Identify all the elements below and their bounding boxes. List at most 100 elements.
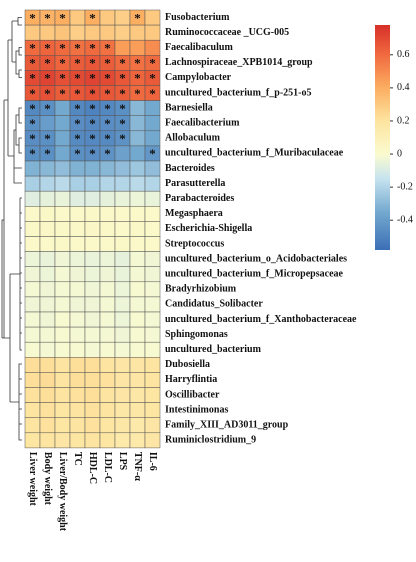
heatmap-cell	[84, 357, 101, 373]
significance-star: *	[29, 10, 36, 25]
significance-star: *	[119, 86, 126, 101]
heatmap-cell	[84, 341, 101, 358]
heatmap-cell	[54, 357, 71, 373]
heatmap-cell	[84, 221, 101, 237]
heatmap-cell	[99, 341, 116, 358]
row-label: Campylobacter	[165, 72, 232, 83]
heatmap-cell	[144, 296, 161, 313]
heatmap-cell	[39, 296, 56, 313]
heatmap-cell	[39, 372, 56, 388]
column-label: LPS	[117, 452, 128, 471]
heatmap-cell	[84, 160, 101, 177]
significance-star: *	[29, 56, 36, 71]
heatmap-cell	[24, 296, 41, 313]
heatmap-cell	[114, 236, 131, 252]
significance-star: *	[104, 71, 111, 86]
heatmap-cell	[69, 190, 86, 207]
heatmap-cell	[84, 175, 101, 192]
heatmap-cell	[99, 417, 116, 434]
row-label: Bacteroides	[165, 163, 215, 174]
heatmap-cell	[129, 206, 146, 222]
heatmap-cell	[84, 266, 101, 283]
heatmap-cell	[39, 175, 56, 192]
heatmap-cell	[69, 160, 86, 177]
colorbar-tick-label: -0.4	[397, 215, 413, 226]
significance-star: *	[74, 86, 81, 101]
heatmap-cell	[24, 311, 41, 328]
heatmap-cell	[114, 296, 131, 313]
heatmap-cell	[129, 357, 146, 373]
row-label: uncultured_bacterium	[165, 344, 262, 355]
heatmap-cell	[129, 372, 146, 388]
heatmap-cell	[99, 266, 116, 283]
significance-star: *	[119, 71, 126, 86]
heatmap-cell	[54, 24, 71, 41]
heatmap-cell	[54, 296, 71, 313]
heatmap-cell	[99, 24, 116, 41]
significance-star: *	[89, 86, 96, 101]
significance-star: *	[104, 41, 111, 56]
row-label: Harryflintia	[165, 374, 217, 385]
heatmap-cell	[84, 251, 101, 267]
heatmap-cell	[39, 266, 56, 283]
heatmap-cell	[129, 236, 146, 252]
heatmap-cell	[129, 115, 146, 132]
heatmap-cell	[39, 341, 56, 358]
heatmap-cell	[144, 206, 161, 222]
row-label: Lachnospiraceae_XPB1014_group	[165, 57, 313, 68]
row-label: Intestinimonas	[165, 404, 228, 415]
significance-star: *	[44, 41, 51, 56]
heatmap-cell	[54, 251, 71, 267]
significance-star: *	[74, 101, 81, 116]
heatmap-cell	[144, 9, 161, 26]
heatmap-cell	[54, 372, 71, 388]
heatmap-cell	[69, 9, 86, 26]
heatmap-cell	[129, 417, 146, 434]
heatmap-cell	[129, 311, 146, 328]
heatmap-cell	[99, 281, 116, 298]
heatmap-cell	[39, 115, 56, 132]
row-label: Fusobacterium	[165, 12, 230, 23]
row-label: Parabacteroides	[165, 193, 234, 204]
significance-star: *	[149, 71, 156, 86]
heatmap-cell	[114, 221, 131, 237]
column-label: Body weight	[42, 452, 53, 506]
heatmap-cell	[99, 236, 116, 252]
heatmap-cell	[144, 190, 161, 207]
heatmap-cell	[129, 145, 146, 162]
heatmap-cell	[114, 357, 131, 373]
heatmap-cell	[24, 432, 41, 449]
column-label: Liver weight	[27, 452, 38, 507]
heatmap-cell	[24, 326, 41, 343]
column-label: IL-6	[147, 452, 158, 471]
significance-star: *	[29, 131, 36, 146]
heatmap-cell	[54, 311, 71, 328]
heatmap-cell	[144, 432, 161, 449]
heatmap-cell	[69, 341, 86, 358]
heatmap-cell	[144, 417, 161, 434]
heatmap-cell	[69, 326, 86, 343]
significance-star: *	[74, 131, 81, 146]
heatmap-cell	[24, 341, 41, 358]
heatmap-cell	[69, 281, 86, 298]
row-label: uncultured_bacterium_f_p-251-o5	[165, 87, 311, 98]
heatmap-cell	[129, 251, 146, 267]
heatmap-cell	[114, 417, 131, 434]
heatmap-cell	[24, 190, 41, 207]
heatmap-cell	[114, 251, 131, 267]
column-label: TC	[72, 452, 83, 466]
heatmap-cell	[54, 130, 71, 147]
column-label: LDL-C	[102, 452, 113, 483]
row-label: Dubosiella	[165, 359, 210, 370]
heatmap-cell	[129, 190, 146, 207]
heatmap-cell	[129, 402, 146, 418]
heatmap-cell	[69, 357, 86, 373]
heatmap-cell	[114, 175, 131, 192]
heatmap-cell	[24, 236, 41, 252]
heatmap-cell	[114, 281, 131, 298]
heatmap-cell	[129, 221, 146, 237]
significance-star: *	[104, 101, 111, 116]
heatmap-cell	[24, 175, 41, 192]
heatmap-cell	[129, 341, 146, 358]
heatmap-cell	[69, 402, 86, 418]
